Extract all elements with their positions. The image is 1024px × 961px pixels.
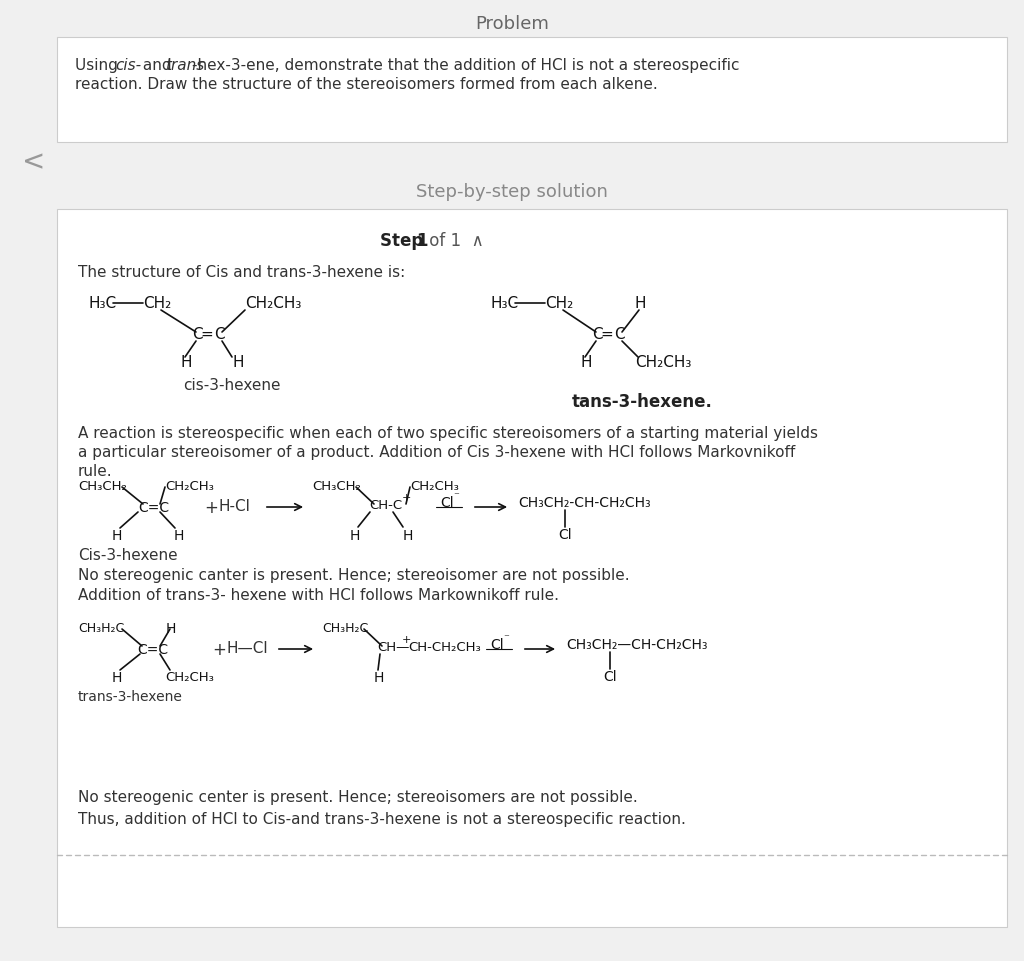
Text: Cl: Cl: [440, 496, 454, 509]
Text: +: +: [402, 634, 412, 644]
Text: +: +: [204, 499, 218, 516]
Text: Cl: Cl: [603, 669, 616, 683]
Text: CH₃CH₂: CH₃CH₂: [312, 480, 360, 492]
Text: H: H: [635, 296, 646, 310]
Text: trans: trans: [165, 58, 204, 73]
Text: CH-CH₂CH₃: CH-CH₂CH₃: [408, 640, 480, 653]
Text: trans-3-hexene: trans-3-hexene: [78, 689, 183, 703]
Text: CH₂: CH₂: [143, 296, 171, 310]
Text: C: C: [614, 327, 625, 342]
Text: a particular stereoisomer of a product. Addition of Cis 3-hexene with HCl follow: a particular stereoisomer of a product. …: [78, 445, 796, 459]
Text: cis-: cis-: [115, 58, 141, 73]
Text: H: H: [112, 529, 123, 542]
Text: H₃C: H₃C: [490, 296, 518, 310]
Bar: [57, 38, 1007, 143]
Text: Step-by-step solution: Step-by-step solution: [416, 183, 608, 201]
Text: -hex-3-ene, demonstrate that the addition of HCl is not a stereospecific: -hex-3-ene, demonstrate that the additio…: [193, 58, 739, 73]
Text: CH₃H₂C: CH₃H₂C: [322, 622, 369, 634]
Text: H: H: [180, 355, 191, 370]
Text: H: H: [350, 529, 360, 542]
Text: CH₃CH₂—CH-CH₂CH₃: CH₃CH₂—CH-CH₂CH₃: [566, 637, 708, 652]
Text: Problem: Problem: [475, 15, 549, 33]
Text: CH₂CH₃: CH₂CH₃: [165, 480, 214, 492]
Text: H—Cl: H—Cl: [226, 640, 267, 655]
Text: A reaction is stereospecific when each of two specific stereoisomers of a starti: A reaction is stereospecific when each o…: [78, 426, 818, 440]
Text: Cl: Cl: [558, 528, 571, 541]
Text: rule.: rule.: [78, 463, 113, 479]
Text: C=C: C=C: [138, 501, 169, 514]
Text: C=C: C=C: [137, 642, 168, 656]
Text: tans-3-hexene.: tans-3-hexene.: [572, 393, 713, 410]
Text: CH₂CH₃: CH₂CH₃: [635, 355, 691, 370]
Text: =: =: [600, 327, 612, 342]
Text: H-Cl: H-Cl: [218, 499, 250, 513]
Text: ⁻: ⁻: [453, 490, 459, 501]
Text: and: and: [138, 58, 176, 73]
Text: Cis-3-hexene: Cis-3-hexene: [78, 548, 177, 562]
Text: H: H: [112, 671, 123, 684]
Text: The structure of Cis and trans-3-hexene is:: The structure of Cis and trans-3-hexene …: [78, 264, 406, 280]
Text: CH₃H₂C: CH₃H₂C: [78, 622, 124, 634]
Text: H: H: [403, 529, 414, 542]
Text: CH₂CH₃: CH₂CH₃: [245, 296, 301, 310]
Text: C: C: [214, 327, 224, 342]
Text: CH—: CH—: [377, 640, 410, 653]
Text: C: C: [592, 327, 603, 342]
Text: Thus, addition of HCl to Cis-and trans-3-hexene is not a stereospecific reaction: Thus, addition of HCl to Cis-and trans-3…: [78, 811, 686, 826]
Text: H₃C: H₃C: [88, 296, 116, 310]
Text: Step: Step: [380, 232, 429, 250]
Text: cis-3-hexene: cis-3-hexene: [183, 378, 281, 393]
Text: +: +: [212, 640, 226, 658]
Text: H: H: [374, 671, 384, 684]
Text: No stereogenic canter is present. Hence; stereoisomer are not possible.: No stereogenic canter is present. Hence;…: [78, 567, 630, 582]
Text: CH-C: CH-C: [369, 499, 402, 511]
Text: H: H: [174, 529, 184, 542]
Text: CH₂: CH₂: [545, 296, 573, 310]
Text: <: <: [22, 148, 45, 176]
Text: C: C: [193, 327, 203, 342]
Text: Using: Using: [75, 58, 123, 73]
Text: H: H: [580, 355, 592, 370]
Text: CH₃CH₂-CH-CH₂CH₃: CH₃CH₂-CH-CH₂CH₃: [518, 496, 650, 509]
Text: Addition of trans-3- hexene with HCl follows Markownikoff rule.: Addition of trans-3- hexene with HCl fol…: [78, 587, 559, 603]
Text: No stereogenic center is present. Hence; stereoisomers are not possible.: No stereogenic center is present. Hence;…: [78, 789, 638, 804]
Text: Cl: Cl: [490, 637, 504, 652]
Text: H: H: [166, 622, 176, 635]
Text: CH₂CH₃: CH₂CH₃: [410, 480, 459, 492]
Text: reaction. Draw the structure of the stereoisomers formed from each alkene.: reaction. Draw the structure of the ster…: [75, 77, 657, 92]
Text: +: +: [402, 492, 412, 503]
Text: =: =: [200, 327, 213, 342]
Text: CH₃CH₂: CH₃CH₂: [78, 480, 127, 492]
Bar: [57, 209, 1007, 927]
Text: of 1  ∧: of 1 ∧: [424, 232, 483, 250]
Text: H: H: [232, 355, 244, 370]
Text: 1: 1: [416, 232, 427, 250]
Text: CH₂CH₃: CH₂CH₃: [165, 671, 214, 683]
Text: ⁻: ⁻: [503, 632, 509, 642]
